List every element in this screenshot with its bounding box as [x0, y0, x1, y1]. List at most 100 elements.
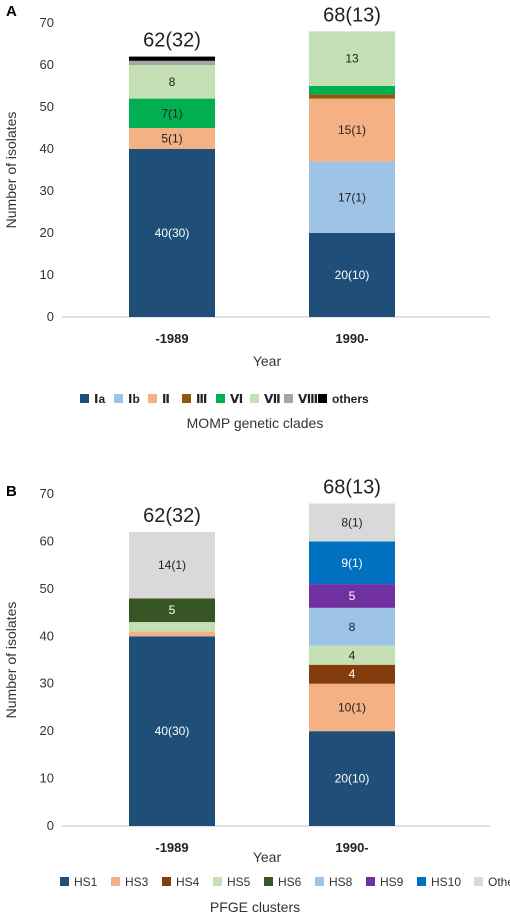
- legend-label: Ⅵ: [230, 392, 243, 406]
- bar-segment: [129, 149, 215, 317]
- y-tick-label: 30: [40, 676, 54, 691]
- legend-label: HS4: [176, 875, 200, 889]
- bar-segment: [129, 98, 215, 128]
- bar-segment: [309, 731, 395, 826]
- legend-label: Ⅲ: [196, 392, 207, 406]
- y-tick-label: 70: [40, 15, 54, 30]
- data-label: 9(1): [341, 556, 362, 570]
- data-label: 8(1): [341, 515, 362, 529]
- data-label: 15(1): [338, 123, 366, 137]
- bar-segment: [129, 636, 215, 826]
- data-label: 40(30): [155, 724, 190, 738]
- bar-segment: [129, 65, 215, 99]
- bar-segment: [129, 631, 215, 637]
- legend-swatch: [284, 394, 293, 403]
- legend-swatch: [148, 394, 157, 403]
- y-tick-label: 50: [40, 581, 54, 596]
- y-tick-label: 10: [40, 771, 54, 786]
- x-tick-label: -1989: [155, 840, 188, 855]
- bar-segment: [129, 622, 215, 632]
- y-tick-label: 60: [40, 533, 54, 548]
- data-label: 5(1): [161, 132, 182, 146]
- bar-total-label: 68(13): [323, 476, 381, 498]
- bar-total-label: 62(32): [143, 505, 201, 527]
- y-tick-label: 0: [47, 818, 54, 833]
- legend-swatch: [318, 394, 327, 403]
- legend-swatch: [474, 877, 483, 886]
- bar-segment: [309, 541, 395, 585]
- data-label: 5: [349, 589, 356, 603]
- y-axis-title: Number of isolates: [3, 112, 19, 229]
- x-tick-label: 1990-: [335, 840, 368, 855]
- data-label: 8: [349, 620, 356, 634]
- bar-segment: [309, 233, 395, 317]
- legend-label: HS6: [278, 875, 302, 889]
- x-tick-label: 1990-: [335, 331, 368, 346]
- legend-label: HS5: [227, 875, 251, 889]
- bar-segment: [309, 161, 395, 233]
- data-label: 10(1): [338, 700, 366, 714]
- data-label: 13: [345, 52, 359, 66]
- legend-swatch: [111, 877, 120, 886]
- y-tick-label: 20: [40, 723, 54, 738]
- legend-label: Others: [488, 875, 510, 889]
- panel-label-a: A: [6, 3, 17, 20]
- data-label: 20(10): [335, 772, 370, 786]
- legend-swatch: [366, 877, 375, 886]
- bar-segment: [129, 598, 215, 623]
- bar-segment: [309, 664, 395, 684]
- legend-label: HS1: [74, 875, 98, 889]
- panel-label-b: B: [6, 483, 17, 500]
- legend-swatch: [182, 394, 191, 403]
- legend-label: HS3: [125, 875, 149, 889]
- legend-label: Ⅰb: [128, 392, 140, 406]
- y-tick-label: 40: [40, 141, 54, 156]
- data-label: 4: [349, 648, 356, 662]
- data-label: 20(10): [335, 268, 370, 282]
- legend-swatch: [315, 877, 324, 886]
- legend-swatch: [417, 877, 426, 886]
- legend-swatch: [250, 394, 259, 403]
- data-label: 5: [169, 603, 176, 617]
- x-tick-label: -1989: [155, 331, 188, 346]
- legend-swatch: [60, 877, 69, 886]
- x-axis-title: Year: [253, 849, 282, 865]
- data-label: 7(1): [161, 106, 182, 120]
- bar-total-label: 62(32): [143, 30, 201, 52]
- legend-label: Ⅷ: [298, 392, 318, 406]
- legend-swatch: [162, 877, 171, 886]
- y-tick-label: 10: [40, 267, 54, 282]
- chart-b: 0 10 20 30 40 50 60 70 Number of isolates 40(30) 5…: [3, 476, 510, 915]
- bar-segment: [309, 683, 395, 732]
- y-tick-label: 30: [40, 183, 54, 198]
- bar-segment: [309, 584, 395, 608]
- bar-segment: [309, 645, 395, 665]
- legend-title: MOMP genetic clades: [187, 415, 324, 431]
- y-tick-label: 20: [40, 225, 54, 240]
- legend-title: PFGE clusters: [210, 899, 300, 915]
- bar-segment: [309, 86, 395, 95]
- legend-label: Ⅱ: [162, 392, 170, 406]
- legend-label: others: [332, 392, 369, 406]
- data-label: 4: [349, 667, 356, 681]
- bar-segment: [309, 98, 395, 162]
- data-label: 14(1): [158, 558, 186, 572]
- bar-segment: [129, 531, 215, 599]
- x-axis-title: Year: [253, 353, 282, 369]
- bar-segment: [129, 128, 215, 149]
- bar-segment: [309, 94, 395, 99]
- bar-segment: [309, 607, 395, 646]
- legend-swatch: [216, 394, 225, 403]
- legend-label: HS10: [431, 875, 461, 889]
- y-tick-label: 50: [40, 99, 54, 114]
- legend-swatch: [80, 394, 89, 403]
- y-tick-label: 40: [40, 628, 54, 643]
- bar-total-label: 68(13): [323, 4, 381, 26]
- y-tick-label: 70: [40, 486, 54, 501]
- chart-a: 0 10 20 30 40 50 60 70 Number of isolates 40(30) 5…: [3, 4, 490, 431]
- y-tick-label: 0: [47, 309, 54, 324]
- bar-segment: [129, 60, 215, 65]
- data-label: 17(1): [338, 190, 366, 204]
- legend-label: Ⅶ: [264, 392, 281, 406]
